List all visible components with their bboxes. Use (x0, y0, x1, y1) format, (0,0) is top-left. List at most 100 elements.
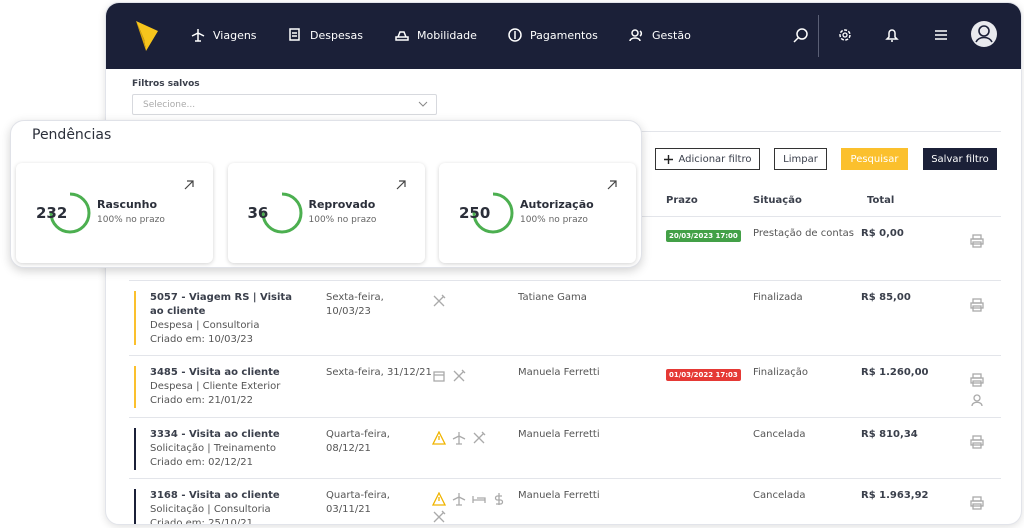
traveler-name: Tatiane Gama (518, 292, 587, 303)
request-created: Criado em: 21/01/22 (150, 395, 253, 406)
status: Finalizada (753, 292, 803, 303)
total: R$ 810,34 (861, 429, 918, 440)
row-marker (134, 366, 136, 408)
request-type: Solicitação | Treinamento (150, 443, 277, 454)
card-note: 100% no prazo (520, 215, 588, 225)
card-count: 232 (36, 204, 68, 222)
travel-date: Quarta-feira, 08/12/21 (326, 429, 390, 454)
logo[interactable] (134, 19, 160, 53)
button-label: Pesquisar (850, 153, 899, 165)
button-label: Adicionar filtro (678, 153, 752, 165)
nav-item[interactable]: Mobilidade (394, 28, 477, 42)
service-icon (431, 491, 447, 506)
divider (818, 15, 819, 57)
add-filter-button[interactable]: Adicionar filtro (655, 148, 760, 170)
request-title: 5057 - Viagem RS | Visita ao cliente (150, 292, 292, 317)
print-icon[interactable] (970, 372, 984, 387)
pending-panel: Pendências 232 Rascunho 100% no prazo 36 Rep… (10, 120, 642, 268)
nav-item[interactable]: Despesas (287, 28, 363, 42)
saved-filter-select[interactable]: Selecione... (132, 94, 437, 115)
request-cell[interactable]: 3485 - Visita ao cliente Despesa | Client… (150, 366, 300, 408)
search-button[interactable]: Pesquisar (841, 148, 908, 170)
service-icon (452, 491, 466, 506)
menu-icon[interactable] (934, 28, 948, 42)
settings-icon[interactable] (837, 27, 853, 43)
open-icon (607, 175, 617, 190)
row-divider (129, 417, 1001, 418)
pending-card[interactable]: 250 Autorização 100% no prazo (439, 163, 636, 263)
save-filter-button[interactable]: Salvar filtro (923, 148, 997, 170)
nav-label: Viagens (213, 28, 257, 42)
status: Prestação de contas (753, 228, 854, 239)
user-icon[interactable] (970, 392, 984, 407)
row-divider (129, 478, 1001, 479)
request-cell[interactable]: 5057 - Viagem RS | Visita ao cliente Desp… (150, 291, 300, 347)
print-icon[interactable] (970, 434, 984, 449)
request-created: Criado em: 10/03/23 (150, 334, 253, 345)
service-icon (472, 430, 486, 444)
traveler-name: Manuela Ferretti (518, 429, 600, 440)
card-label: Autorização (520, 198, 594, 211)
nav-label: Pagamentos (530, 28, 598, 42)
column-header: Prazo (666, 195, 698, 206)
card-count: 250 (459, 204, 491, 222)
print-icon[interactable] (970, 297, 984, 312)
service-icon (431, 430, 447, 445)
filter-label: Filtros salvos (132, 79, 200, 89)
request-title: 3168 - Visita ao cliente (150, 490, 280, 501)
card-label: Rascunho (97, 198, 158, 211)
print-icon[interactable] (970, 495, 984, 510)
nav-item[interactable]: Viagens (190, 28, 257, 42)
pending-card[interactable]: 36 Reprovado 100% no prazo (227, 163, 425, 263)
deadline-badge: 20/03/2023 17:00 (666, 230, 741, 242)
nav-label: Despesas (310, 28, 363, 42)
service-icon (432, 368, 446, 382)
request-type: Solicitação | Consultoria (150, 504, 271, 515)
print-icon[interactable] (970, 233, 984, 248)
request-title: 3334 - Visita ao cliente (150, 429, 280, 440)
panel-title: Pendências (32, 127, 112, 143)
card-count: 36 (247, 204, 269, 222)
total: R$ 1.260,00 (861, 367, 929, 378)
search-icon[interactable] (793, 28, 809, 44)
request-created: Criado em: 25/10/21 (150, 518, 253, 525)
row-divider (129, 280, 1001, 281)
progress-ring (260, 191, 304, 235)
avatar[interactable] (970, 20, 998, 48)
service-icon (492, 491, 506, 505)
request-cell[interactable]: 3168 - Visita ao cliente Solicitação | Co… (150, 489, 300, 525)
bell-icon[interactable] (884, 27, 900, 43)
nav-item[interactable]: Pagamentos (507, 28, 598, 42)
clear-button[interactable]: Limpar (774, 148, 827, 170)
nav-label: Gestão (652, 28, 691, 42)
travel-date: Quarta-feira, 03/11/21 (326, 490, 390, 515)
row-marker (134, 291, 136, 345)
select-placeholder: Selecione... (143, 100, 196, 110)
deadline-badge: 01/03/2022 17:03 (666, 369, 741, 381)
service-icon (432, 293, 446, 307)
column-header: Situação (753, 195, 802, 206)
open-icon (184, 175, 194, 190)
service-icon (472, 491, 486, 505)
request-created: Criado em: 02/12/21 (150, 457, 253, 468)
column-header: Total (867, 195, 895, 206)
request-cell[interactable]: 3334 - Visita ao cliente Solicitação | Tr… (150, 428, 300, 470)
travel-date: Sexta-feira, 31/12/21 (326, 367, 432, 378)
total: R$ 1.963,92 (861, 490, 929, 501)
total: R$ 85,00 (861, 292, 911, 303)
request-type: Despesa | Cliente Exterior (150, 381, 281, 392)
card-label: Reprovado (308, 198, 376, 211)
nav-item[interactable]: Gestão (629, 28, 691, 42)
travel-date: Sexta-feira, 10/03/23 (326, 292, 384, 317)
traveler-name: Manuela Ferretti (518, 367, 600, 378)
card-note: 100% no prazo (97, 215, 165, 225)
service-icon (432, 509, 446, 523)
progress-ring (471, 191, 515, 235)
nav-label: Mobilidade (417, 28, 477, 42)
status: Cancelada (753, 429, 806, 440)
card-note: 100% no prazo (308, 215, 377, 225)
status: Finalização (753, 367, 808, 378)
total: R$ 0,00 (861, 228, 904, 239)
pending-card[interactable]: 232 Rascunho 100% no prazo (16, 163, 213, 263)
